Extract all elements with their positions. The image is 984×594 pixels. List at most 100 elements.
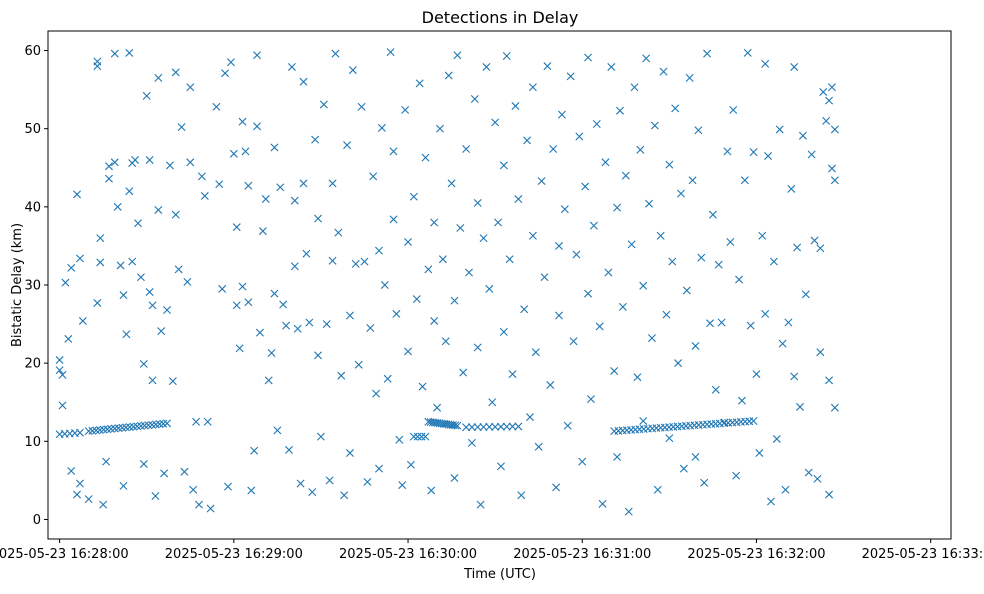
data-point-marker [682,286,691,295]
data-point-marker [253,51,262,60]
data-point-marker [781,485,790,494]
data-point-marker [499,327,508,336]
data-point-marker [456,223,465,232]
data-point-marker [656,231,665,240]
data-point-marker [311,135,320,144]
data-point-marker [226,58,235,67]
data-point-marker [735,275,744,284]
data-point-marker [413,432,422,441]
data-point-marker [61,278,70,287]
data-point-marker [253,122,262,131]
data-point-marker [238,282,247,291]
data-point-marker [813,474,822,483]
data-point-marker [424,265,433,274]
data-point-marker [366,323,375,332]
data-point-marker [807,150,816,159]
data-point-marker [125,48,134,57]
data-point-marker [270,143,279,152]
data-point-marker [543,62,552,71]
data-point-marker [639,281,648,290]
x-tick-label: 2025-05-23 16:31:00 [513,547,651,562]
data-point-marker [417,432,426,441]
data-point-marker [604,268,613,277]
data-point-marker [552,483,561,492]
data-point-marker [433,403,442,412]
data-point-marker [314,214,323,223]
data-point-marker [616,106,624,115]
data-point-marker [592,120,601,128]
data-point-marker [563,421,572,430]
data-point-marker [668,257,677,266]
data-point-marker [142,91,151,100]
data-point-marker [174,265,183,274]
data-point-marker [819,87,828,96]
data-point-marker [128,257,137,266]
data-point-marker [528,83,537,92]
data-point-marker [328,179,337,188]
data-point-marker [168,377,177,386]
data-point-marker [801,290,810,299]
data-point-marker [293,324,302,333]
data-point-marker [496,462,505,471]
data-point-marker [287,62,296,71]
data-point-marker [110,158,119,167]
data-point-marker [645,199,654,208]
y-tick-label: 50 [24,122,41,137]
data-point-marker [119,481,128,490]
data-point-marker [450,474,459,483]
data-point-marker [662,310,671,319]
data-point-marker [58,370,67,379]
data-point-marker [653,485,662,494]
data-point-marker [624,507,633,516]
data-point-marker [691,452,700,461]
data-point-marker [96,258,105,267]
data-point-marker [192,417,201,426]
data-point-marker [485,284,494,293]
data-point-marker [369,172,378,181]
data-point-marker [499,161,508,170]
data-point-marker [282,321,291,330]
data-point-marker [305,318,314,327]
marker-layer [55,48,839,516]
x-tick-label: 2025-05-23 16:29:00 [165,547,303,562]
x-axis: 2025-05-23 16:28:00 2025-05-23 16:29:00 20… [0,539,984,562]
data-point-marker [73,190,82,199]
data-point-marker [584,53,593,62]
data-point-marker [642,54,651,63]
data-point-marker [827,164,836,173]
data-point-marker [476,500,485,509]
x-tick-label: 2025-05-23 16:28:00 [0,547,129,562]
data-point-marker [258,227,267,236]
data-point-marker [148,376,157,385]
data-point-marker [743,48,752,57]
data-point-marker [357,102,366,111]
data-point-marker [488,398,497,407]
data-point-marker [163,419,172,428]
data-point-marker [241,147,250,156]
data-point-marker [804,468,813,477]
data-point-marker [607,62,616,71]
y-axis-label: Bistatic Delay (km) [10,223,25,347]
data-point-marker [136,273,145,282]
data-point-marker [830,125,839,134]
data-point-marker [67,467,76,475]
data-point-marker [221,69,230,78]
data-point-marker [389,215,398,224]
data-point-marker [110,49,119,58]
data-point-marker [372,389,381,398]
data-point-marker [224,482,233,491]
data-point-marker [790,372,799,381]
data-point-marker [255,328,264,337]
data-point-marker [264,376,273,385]
data-point-marker [549,145,558,154]
data-point-marker [64,334,73,343]
data-point-marker [665,434,674,443]
data-point-marker [505,255,514,264]
data-point-marker [430,218,439,227]
data-point-marker [613,203,622,212]
data-point-marker [145,155,154,164]
data-point-marker [511,102,520,111]
data-point-marker [749,416,758,425]
y-tick-label: 40 [24,200,41,215]
